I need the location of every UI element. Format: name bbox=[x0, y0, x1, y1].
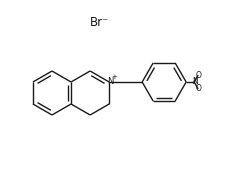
Text: N: N bbox=[107, 77, 113, 85]
Text: O: O bbox=[195, 84, 201, 93]
Text: O: O bbox=[195, 70, 201, 80]
Text: N: N bbox=[192, 77, 198, 85]
Text: +: + bbox=[111, 74, 117, 80]
Text: Br⁻: Br⁻ bbox=[90, 17, 110, 30]
